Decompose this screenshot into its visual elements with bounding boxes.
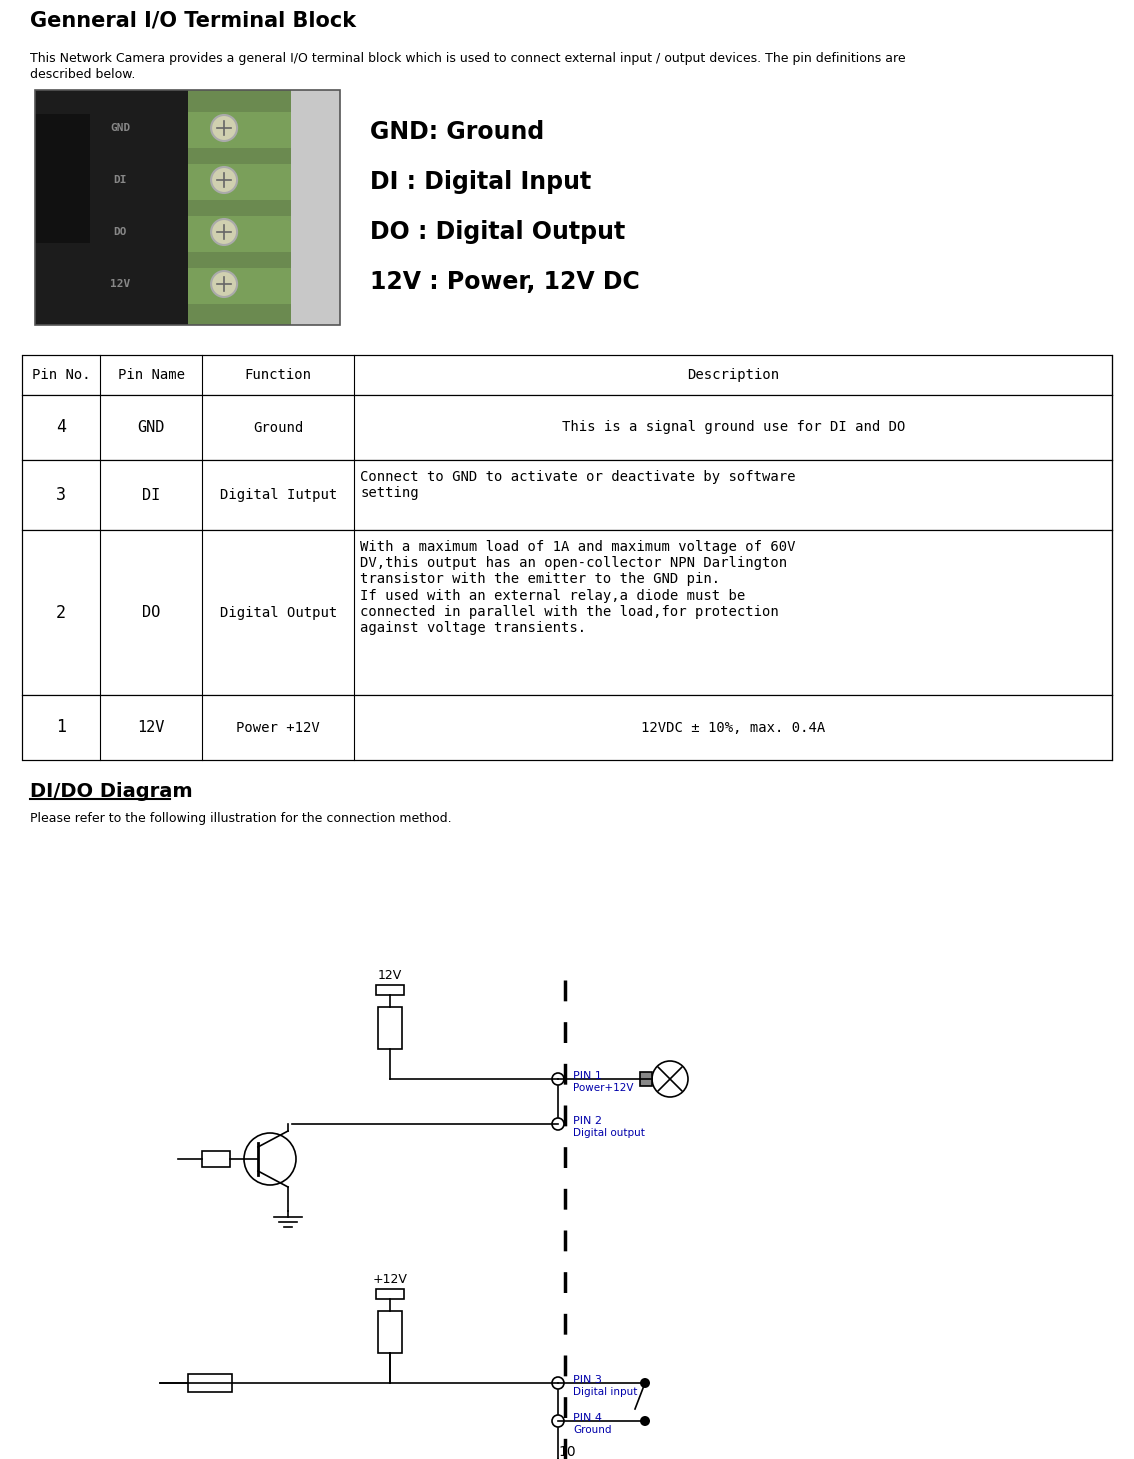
Text: 4: 4 — [57, 419, 66, 436]
Circle shape — [652, 1061, 688, 1097]
Bar — [22, 694, 1112, 760]
Text: GND: GND — [110, 123, 130, 133]
Text: Pin No.: Pin No. — [32, 368, 91, 382]
Text: 10: 10 — [558, 1444, 576, 1459]
Bar — [640, 1072, 652, 1085]
Text: Digital Iutput: Digital Iutput — [220, 487, 337, 502]
Text: GND: GND — [137, 420, 164, 435]
Text: 12VDC ± 10%, max. 0.4A: 12VDC ± 10%, max. 0.4A — [641, 721, 826, 734]
Bar — [376, 985, 404, 995]
Bar — [202, 1151, 230, 1167]
Text: DI/DO Diagram: DI/DO Diagram — [29, 782, 193, 801]
Bar — [378, 1312, 401, 1352]
Text: Digital Output: Digital Output — [220, 605, 337, 620]
Bar — [35, 90, 340, 325]
Circle shape — [552, 1415, 564, 1427]
Circle shape — [552, 1377, 564, 1389]
Bar — [188, 1374, 232, 1392]
Text: PIN 1: PIN 1 — [573, 1071, 602, 1081]
Text: Connect to GND to activate or deactivate by software
setting: Connect to GND to activate or deactivate… — [361, 470, 796, 500]
Text: DO : Digital Output: DO : Digital Output — [370, 220, 625, 244]
Text: Please refer to the following illustration for the connection method.: Please refer to the following illustrati… — [29, 813, 451, 824]
Text: PIN 4: PIN 4 — [573, 1412, 602, 1423]
Text: 3: 3 — [57, 486, 66, 503]
Circle shape — [211, 271, 237, 298]
Text: Description: Description — [687, 368, 779, 382]
Bar — [187, 112, 291, 147]
Circle shape — [552, 1118, 564, 1131]
Text: 12V: 12V — [110, 279, 130, 289]
Text: DO: DO — [113, 228, 127, 236]
Text: Ground: Ground — [253, 420, 303, 435]
Text: DI: DI — [142, 487, 160, 502]
Text: GND: Ground: GND: Ground — [370, 120, 544, 144]
Text: +12V: +12V — [373, 1274, 407, 1285]
Bar — [22, 530, 1112, 694]
Text: 1: 1 — [57, 718, 66, 737]
Bar — [22, 355, 1112, 395]
Text: This is a signal ground use for DI and DO: This is a signal ground use for DI and D… — [561, 420, 905, 435]
Bar — [35, 90, 340, 325]
Bar — [187, 163, 291, 200]
Bar — [35, 90, 205, 325]
Text: This Network Camera provides a general I/O terminal block which is used to conne: This Network Camera provides a general I… — [29, 53, 906, 66]
Text: Ground: Ground — [573, 1425, 611, 1436]
Text: PIN 3: PIN 3 — [573, 1374, 602, 1385]
Bar — [187, 268, 291, 303]
Text: Power+12V: Power+12V — [573, 1083, 634, 1093]
Bar — [376, 1288, 404, 1299]
Circle shape — [211, 219, 237, 245]
Text: DI : Digital Input: DI : Digital Input — [370, 171, 591, 194]
Text: With a maximum load of 1A and maximum voltage of 60V
DV,this output has an open-: With a maximum load of 1A and maximum vo… — [361, 540, 796, 635]
Bar — [187, 90, 291, 325]
Text: Digital input: Digital input — [573, 1388, 637, 1398]
Circle shape — [552, 1072, 564, 1085]
Circle shape — [640, 1417, 650, 1425]
Circle shape — [211, 166, 237, 193]
Text: 2: 2 — [57, 604, 66, 622]
Bar — [378, 1007, 401, 1049]
Text: Power +12V: Power +12V — [236, 721, 320, 734]
Text: DO: DO — [142, 605, 160, 620]
Text: Pin Name: Pin Name — [118, 368, 185, 382]
Circle shape — [244, 1134, 296, 1185]
Text: Genneral I/O Terminal Block: Genneral I/O Terminal Block — [29, 10, 356, 31]
Text: Function: Function — [245, 368, 312, 382]
Bar — [35, 114, 90, 242]
Text: Digital output: Digital output — [573, 1128, 645, 1138]
Circle shape — [640, 1377, 650, 1388]
Text: 12V: 12V — [378, 969, 403, 982]
Bar — [22, 460, 1112, 530]
Text: described below.: described below. — [29, 69, 135, 82]
Text: 12V : Power, 12V DC: 12V : Power, 12V DC — [370, 270, 640, 295]
Text: 12V: 12V — [137, 719, 164, 735]
Text: PIN 2: PIN 2 — [573, 1116, 602, 1126]
Text: DI: DI — [113, 175, 127, 185]
Bar — [22, 395, 1112, 460]
Bar — [187, 216, 291, 252]
Circle shape — [211, 115, 237, 142]
